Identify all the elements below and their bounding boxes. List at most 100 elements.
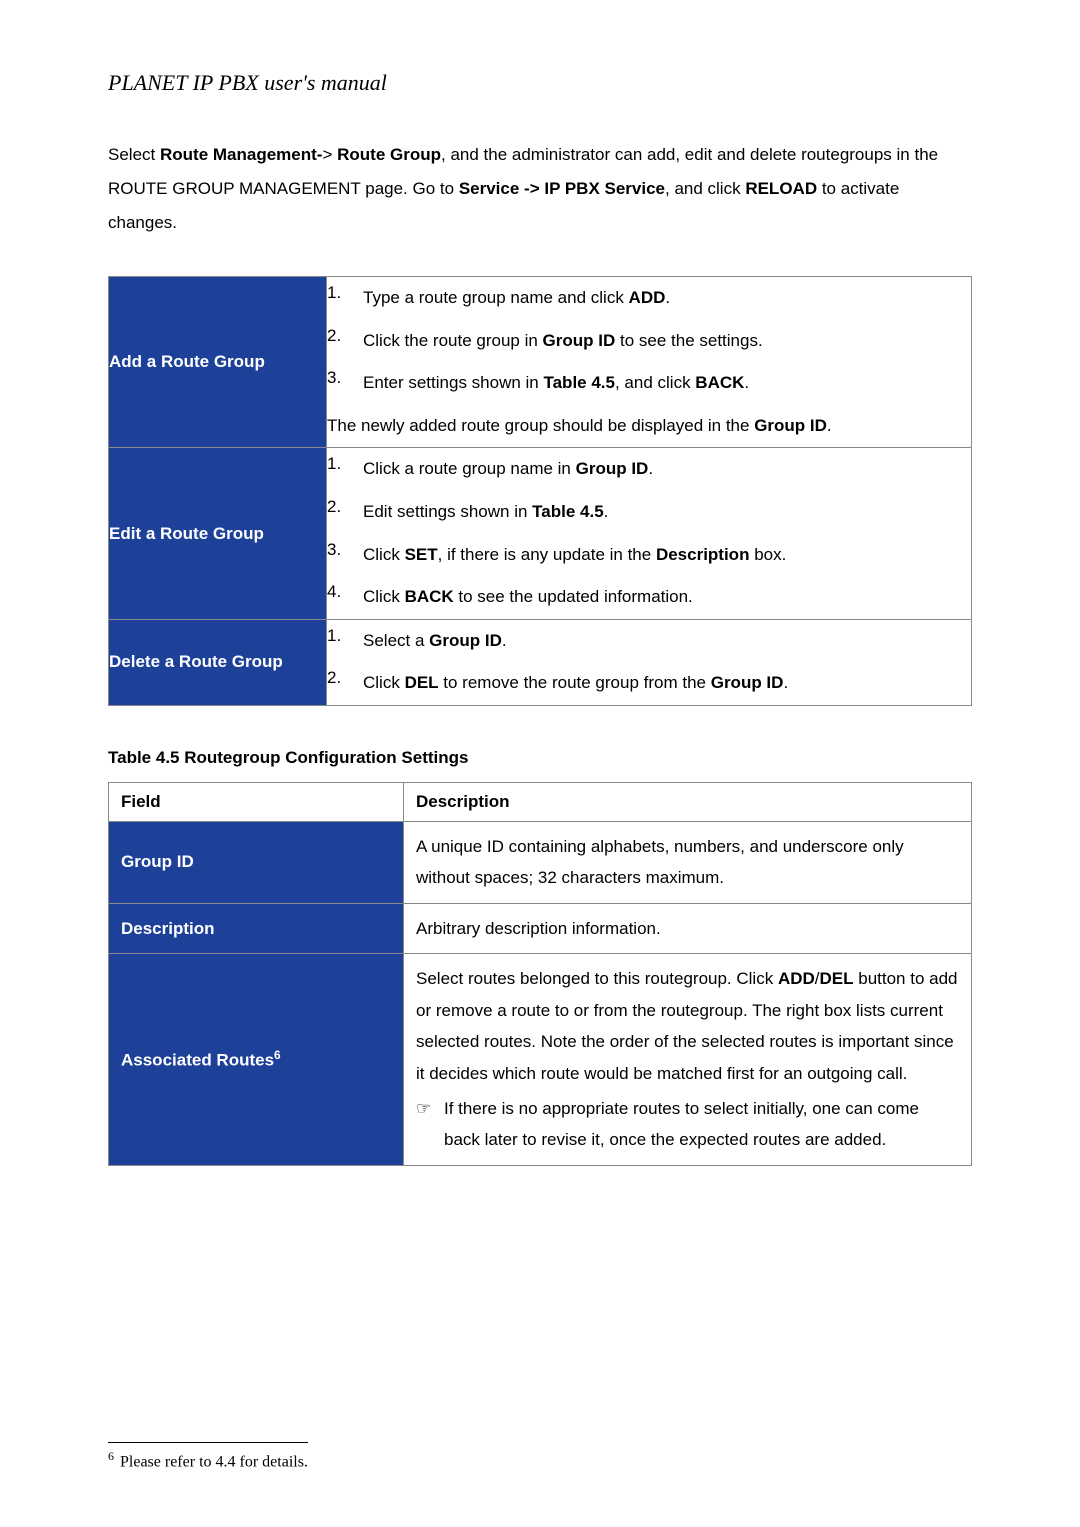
note-text: If there is no appropriate routes to sel… [444,1093,959,1156]
table-row: Description Arbitrary description informa… [109,903,972,953]
text: Click [363,587,405,606]
desc-text: Select routes belonged to this routegrou… [416,963,959,1089]
note-line: The newly added route group should be di… [327,405,971,448]
text: Click [363,673,405,692]
text: Enter settings shown in [363,373,543,392]
procedure-content: 1.Type a route group name and click ADD.… [327,277,972,448]
procedure-label: Add a Route Group [109,277,327,448]
step-text: Click BACK to see the updated informatio… [363,582,971,613]
footnote-ref: 6 [274,1048,281,1062]
step-number: 4. [327,582,363,613]
step: 3.Click SET, if there is any update in t… [327,534,971,577]
label-text: Group ID [121,852,194,871]
bold-text: Table 4.5 [543,373,615,392]
step-number: 2. [327,668,363,699]
bold-text: Group ID [754,416,827,435]
footnote-section: 6 Please refer to 4.4 for details. [108,1442,972,1471]
footnote-text: Please refer to 4.4 for details. [120,1453,308,1470]
footnote-rule [108,1442,308,1443]
procedure-label: Edit a Route Group [109,448,327,619]
step-text: Click a route group name in Group ID. [363,454,971,485]
table-row: Delete a Route Group1.Select a Group ID.… [109,619,972,705]
text: The newly added route group should be di… [327,416,754,435]
step: 4.Click BACK to see the updated informat… [327,576,971,619]
bold-text: DEL [405,673,439,692]
intro-bold: Service -> IP PBX Service [459,179,665,198]
bold-text: SET [405,545,438,564]
step-text: Enter settings shown in Table 4.5, and c… [363,368,971,399]
step: 1.Type a route group name and click ADD. [327,277,971,320]
step-number: 3. [327,368,363,399]
text: Click the route group in [363,331,543,350]
table-row: Group ID A unique ID containing alphabets… [109,821,972,903]
text: Edit settings shown in [363,502,532,521]
text: Click [363,545,405,564]
table-row: Associated Routes6Select routes belonged… [109,954,972,1166]
text: . [827,416,832,435]
text: . [648,459,653,478]
step-number: 1. [327,626,363,657]
step: 2.Edit settings shown in Table 4.5. [327,491,971,534]
config-description: Arbitrary description information. [404,903,972,953]
label-text: Description [121,919,215,938]
step-text: Select a Group ID. [363,626,971,657]
bold-text: Table 4.5 [532,502,604,521]
table-row: Add a Route Group1.Type a route group na… [109,277,972,448]
intro-text: > [322,145,337,164]
table-row: Edit a Route Group1.Click a route group … [109,448,972,619]
intro-bold: Route Management- [160,145,322,164]
config-table-caption: Table 4.5 Routegroup Configuration Setti… [108,748,972,768]
step-text: Click DEL to remove the route group from… [363,668,971,699]
step: 3.Enter settings shown in Table 4.5, and… [327,362,971,405]
footnote: 6 Please refer to 4.4 for details. [108,1449,972,1471]
intro-text: Select [108,145,160,164]
text: . [502,631,507,650]
text: to see the settings. [615,331,762,350]
intro-text: , and click [665,179,745,198]
step-text: Click SET, if there is any update in the… [363,540,971,571]
intro-bold: Route Group [337,145,441,164]
bold-text: ADD [629,288,666,307]
desc-note: ☞If there is no appropriate routes to se… [416,1093,959,1156]
desc-text: A unique ID containing alphabets, number… [416,831,959,894]
bold-text: Group ID [429,631,502,650]
text: , if there is any update in the [438,545,656,564]
step-text: Click the route group in Group ID to see… [363,326,971,357]
bold-text: Group ID [711,673,784,692]
step: 2.Click the route group in Group ID to s… [327,320,971,363]
text: to remove the route group from the [439,673,711,692]
text: Type a route group name and click [363,288,629,307]
bold-text: DEL [820,969,854,988]
text: Select routes belonged to this routegrou… [416,969,778,988]
procedure-label: Delete a Route Group [109,619,327,705]
footnote-number: 6 [108,1449,114,1463]
step: 1.Select a Group ID. [327,620,971,663]
step: 1.Click a route group name in Group ID. [327,448,971,491]
bold-text: Group ID [543,331,616,350]
text: . [665,288,670,307]
config-description: Select routes belonged to this routegrou… [404,954,972,1166]
step-number: 1. [327,283,363,314]
config-table: Field Description Group ID A unique ID co… [108,782,972,1166]
manual-title: PLANET IP PBX user's manual [108,70,972,96]
text: to see the updated information. [454,587,693,606]
config-field-label: Description [109,903,404,953]
step-number: 2. [327,497,363,528]
text: Click a route group name in [363,459,576,478]
config-field-label: Group ID [109,821,404,903]
bold-text: Description [656,545,750,564]
table-header-row: Field Description [109,782,972,821]
header-description: Description [404,782,972,821]
text: . [783,673,788,692]
desc-text: Arbitrary description information. [416,913,959,944]
procedure-table: Add a Route Group1.Type a route group na… [108,276,972,706]
procedure-content: 1.Select a Group ID.2.Click DEL to remov… [327,619,972,705]
config-description: A unique ID containing alphabets, number… [404,821,972,903]
step-text: Edit settings shown in Table 4.5. [363,497,971,528]
step-number: 2. [327,326,363,357]
step-text: Type a route group name and click ADD. [363,283,971,314]
text: box. [749,545,786,564]
bold-text: Group ID [576,459,649,478]
intro-bold: RELOAD [745,179,817,198]
header-field: Field [109,782,404,821]
